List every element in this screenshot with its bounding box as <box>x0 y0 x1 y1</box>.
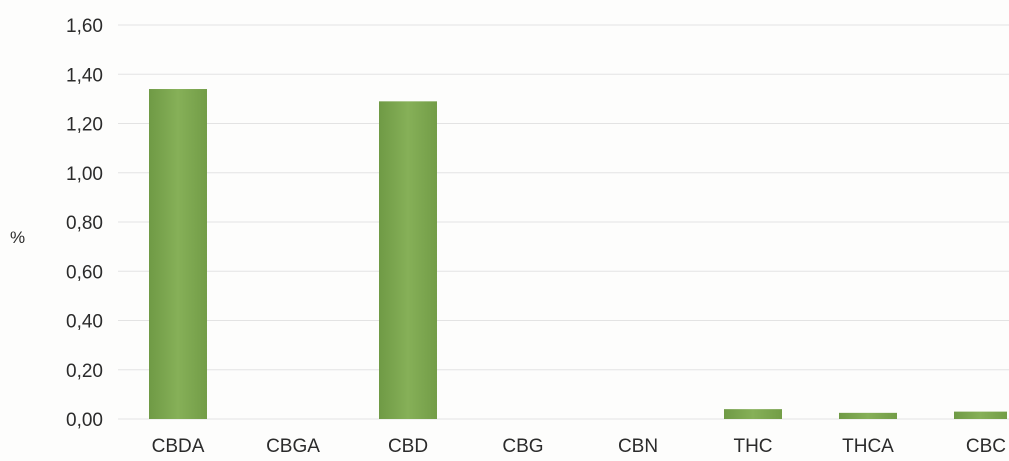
x-axis-categories: CBDA CBGA CBD CBG CBN THC THCA CBC <box>152 436 1006 457</box>
y-tick-label: 1,00 <box>66 164 103 185</box>
x-category-label: CBGA <box>266 436 320 457</box>
y-tick-label: 1,40 <box>66 65 103 86</box>
x-category-label: THC <box>733 436 772 457</box>
bars <box>149 89 1007 420</box>
y-axis-label: % <box>10 228 25 247</box>
y-tick-label: 0,40 <box>66 312 103 333</box>
x-category-label: CBD <box>388 436 428 457</box>
y-tick-label: 0,60 <box>66 262 103 283</box>
y-tick-label: 0,00 <box>66 410 103 431</box>
x-category-label: CBDA <box>152 436 205 457</box>
y-tick-label: 1,20 <box>66 115 103 136</box>
x-category-label: CBG <box>502 436 543 457</box>
gridlines <box>118 24 1009 420</box>
bar-cbda <box>149 89 207 420</box>
bar-cbc <box>954 411 1007 419</box>
y-axis-ticks: 0,00 0,20 0,40 0,60 0,80 1,00 1,20 1,40 1,60 <box>66 16 103 431</box>
bar-thca <box>839 412 897 419</box>
y-tick-label: 0,20 <box>66 361 103 382</box>
x-category-label: CBN <box>618 436 658 457</box>
bar-cbd <box>379 101 437 420</box>
bar-thc <box>724 409 782 419</box>
y-tick-label: 0,80 <box>66 213 103 234</box>
y-tick-label: 1,60 <box>66 16 103 37</box>
x-category-label: CBC <box>966 436 1006 457</box>
x-category-label: THCA <box>842 436 894 457</box>
